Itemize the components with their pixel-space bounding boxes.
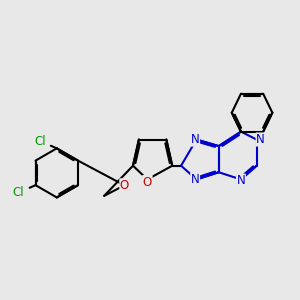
Text: O: O (120, 179, 129, 192)
Text: N: N (191, 173, 200, 186)
Text: N: N (237, 174, 245, 187)
Text: N: N (191, 133, 200, 146)
Text: Cl: Cl (13, 186, 24, 199)
Text: N: N (256, 133, 265, 146)
Text: O: O (143, 176, 152, 189)
Text: Cl: Cl (34, 135, 46, 148)
